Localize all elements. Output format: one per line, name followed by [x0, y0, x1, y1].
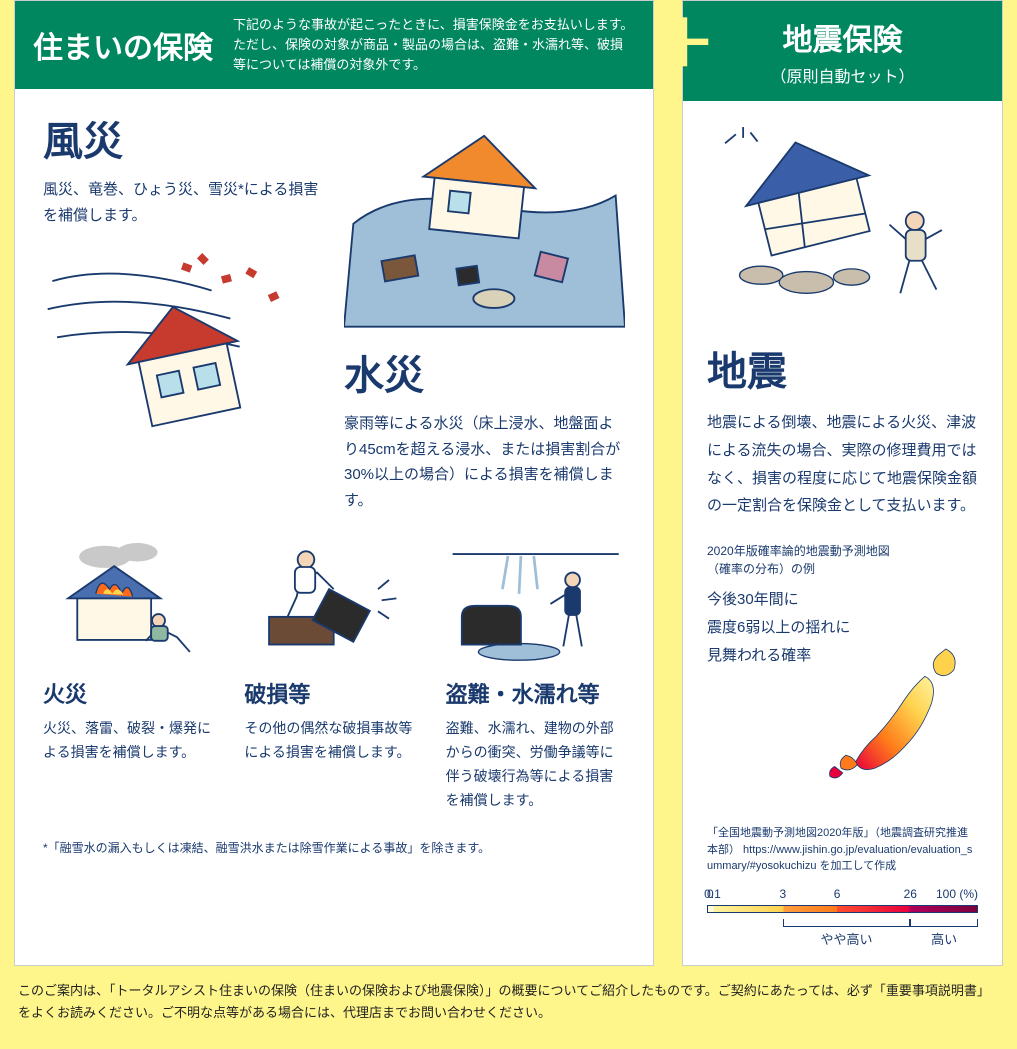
- earthquake-desc: 地震による倒壊、地震による火災、津波による流失の場合、実際の修理費用ではなく、損…: [707, 409, 978, 520]
- plus-icon: ＋: [652, 18, 704, 70]
- japan-map: [817, 615, 978, 815]
- scale-tick: 3: [780, 887, 787, 901]
- disclaimer: このご案内は、「トータルアシスト住まいの保険（住まいの保険および地震保険）」の概…: [14, 966, 1003, 1024]
- earthquake-illustration: [707, 121, 978, 321]
- wind-illustration: [43, 242, 324, 442]
- body-left: 風災 風災、竜巻、ひょう災、雪災*による損害を補償します。: [15, 89, 653, 873]
- house-flood-icon: [344, 109, 625, 329]
- map-label-1: 2020年版確率論的地震動予測地図: [707, 544, 890, 558]
- scale-tick: 6: [834, 887, 841, 901]
- flood-title: 水災: [344, 343, 625, 401]
- breakage-illustration: [244, 543, 423, 663]
- earthquake-title: 地震: [707, 339, 978, 397]
- big-row: 風災 風災、竜巻、ひょう災、雪災*による損害を補償します。: [43, 109, 625, 513]
- flood-desc: 豪雨等による水災（床上浸水、地盤面より45cmを超える浸水、または損害割合が30…: [344, 411, 625, 513]
- scale-bracket-label: 高い: [931, 929, 957, 948]
- fire-illustration: [43, 543, 222, 663]
- scale-tick: 0.1: [704, 887, 721, 901]
- breakage-desc: その他の偶然な破損事故等による損害を補償します。: [244, 717, 423, 765]
- wind-title: 風災: [43, 109, 324, 167]
- house-collapse-icon: [707, 121, 978, 321]
- theft-illustration: [446, 543, 625, 663]
- tv-fall-icon: [244, 543, 423, 663]
- house-wind-icon: [43, 242, 324, 442]
- japan-map-icon: [817, 615, 978, 815]
- theft-title: 盗難・水濡れ等: [446, 677, 625, 709]
- left-footnote: *「融雪水の漏入もしくは凍結、融雪洪水または除雪作業による事故」を除きます。: [43, 839, 625, 856]
- header-left-title: 住まいの保険: [33, 23, 213, 67]
- scale-bracket: [910, 919, 978, 927]
- header-left-desc: 下記のような事故が起こったときに、損害保険金をお支払いします。ただし、保険の対象…: [233, 15, 635, 75]
- scale-annotations: やや高い 高い: [707, 919, 978, 947]
- scale-bracket-label: やや高い: [821, 929, 873, 948]
- fire-title: 火災: [43, 677, 222, 709]
- scale-tick: 26: [904, 887, 917, 901]
- block-theft: 盗難・水濡れ等 盗難、水濡れ、建物の外部からの衝突、労働争議等に伴う破壊行為等に…: [446, 543, 625, 812]
- map-sub-1: 今後30年間に: [707, 591, 799, 608]
- panel-home-insurance: 住まいの保険 下記のような事故が起こったときに、損害保険金をお支払いします。ただ…: [14, 0, 654, 966]
- wind-desc: 風災、竜巻、ひょう災、雪災*による損害を補償します。: [43, 177, 324, 228]
- map-credit: 「全国地震動予測地図2020年版」（地震調査研究推進本部） https://ww…: [707, 825, 978, 875]
- scale-tick: 100 (%): [936, 887, 978, 901]
- panel-earthquake-insurance: 地震保険 （原則自動セット）: [682, 0, 1003, 966]
- house-fire-icon: [43, 543, 222, 663]
- block-wind: 風災 風災、竜巻、ひょう災、雪災*による損害を補償します。: [43, 109, 324, 513]
- header-right-sub: （原則自動セット）: [770, 63, 914, 87]
- header-right: 地震保険 （原則自動セット）: [683, 1, 1002, 101]
- page: ＋ 住まいの保険 下記のような事故が起こったときに、損害保険金をお支払いします。…: [0, 0, 1017, 1038]
- scale-bar: [707, 905, 978, 913]
- map-label: 2020年版確率論的地震動予測地図 （確率の分布）の例: [707, 542, 978, 578]
- small-row: 火災 火災、落雷、破裂・爆発による損害を補償します。: [43, 543, 625, 812]
- header-left-title-wrap: 住まいの保険: [33, 23, 213, 67]
- columns: ＋ 住まいの保険 下記のような事故が起こったときに、損害保険金をお支払いします。…: [14, 0, 1003, 966]
- map-sub-3: 見舞われる確率: [707, 647, 811, 664]
- breakage-title: 破損等: [244, 677, 423, 709]
- flood-illustration: [344, 109, 625, 329]
- theft-desc: 盗難、水濡れ、建物の外部からの衝突、労働争議等に伴う破壊行為等による損害を補償し…: [446, 717, 625, 812]
- block-flood: 水災 豪雨等による水災（床上浸水、地盤面より45cmを超える浸水、または損害割合…: [344, 109, 625, 513]
- map-label-2: （確率の分布）の例: [707, 562, 815, 576]
- body-right: 地震 地震による倒壊、地震による火災、津波による流失の場合、実際の修理費用ではな…: [683, 101, 1002, 965]
- leak-icon: [446, 543, 625, 663]
- header-left: 住まいの保険 下記のような事故が起こったときに、損害保険金をお支払いします。ただ…: [15, 1, 653, 89]
- probability-scale: 00.13626100 (%) やや高い高い: [707, 887, 978, 947]
- block-breakage: 破損等 その他の偶然な破損事故等による損害を補償します。: [244, 543, 423, 812]
- header-right-title: 地震保険: [783, 15, 903, 59]
- scale-ticks: 00.13626100 (%): [707, 887, 978, 903]
- scale-bracket: [783, 919, 910, 927]
- block-fire: 火災 火災、落雷、破裂・爆発による損害を補償します。: [43, 543, 222, 812]
- fire-desc: 火災、落雷、破裂・爆発による損害を補償します。: [43, 717, 222, 765]
